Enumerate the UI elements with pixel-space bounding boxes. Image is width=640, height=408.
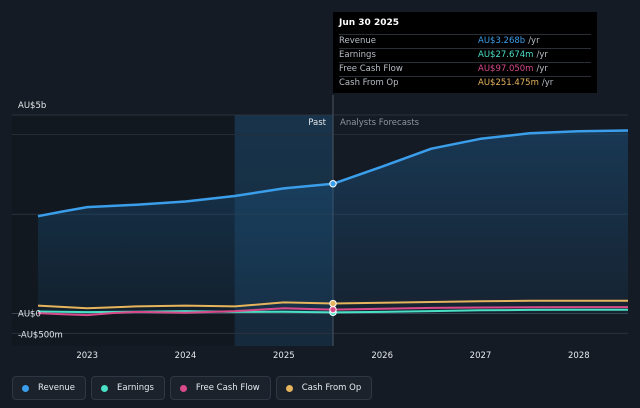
revenue-dot-icon (22, 384, 29, 392)
tooltip-value: AU$3.268b (478, 36, 526, 46)
y-axis-label: AU$0 (18, 310, 41, 320)
tooltip-value: AU$251.475m (478, 78, 539, 88)
legend-label: Cash From Op (301, 383, 362, 393)
free-cash-flow-marker (329, 305, 337, 314)
x-tick-label: 2026 (371, 351, 393, 361)
revenue-marker (329, 180, 337, 188)
tooltip-unit: /yr (536, 64, 548, 74)
legend-item-free-cash-flow[interactable]: Free Cash Flow (169, 376, 271, 400)
x-tick-label: 2024 (175, 351, 197, 361)
legend-item-cash-from-op[interactable]: Cash From Op (275, 376, 373, 400)
cash-from-op-dot-icon (285, 384, 293, 392)
legend: Revenue Earnings Free Cash Flow Cash Fro… (12, 376, 373, 400)
free-cash-flow-line (37, 306, 628, 317)
past-label: Past (308, 118, 326, 128)
forecast-label: Analysts Forecasts (340, 118, 420, 128)
tooltip-row-cash-from-op: Cash From Op AU$251.475m /yr (339, 76, 591, 90)
x-tick-label: 2027 (470, 351, 492, 361)
tooltip-row-revenue: Revenue AU$3.268b /yr (339, 34, 591, 48)
tooltip-unit: /yr (536, 50, 548, 60)
tooltip-label: Revenue (339, 36, 377, 46)
tooltip-unit: /yr (528, 36, 540, 46)
x-tick-label: 2025 (273, 351, 295, 361)
tooltip-row-free-cash-flow: Free Cash Flow AU$97.050m /yr (339, 62, 591, 76)
x-tick-label: 2028 (568, 351, 590, 361)
tooltip-label: Cash From Op (339, 78, 399, 88)
legend-label: Revenue (38, 383, 76, 393)
legend-label: Free Cash Flow (195, 383, 260, 393)
legend-item-earnings[interactable]: Earnings (91, 376, 165, 400)
earnings-dot-icon (101, 384, 109, 392)
tooltip-row-earnings: Earnings AU$27.674m /yr (339, 48, 591, 62)
tooltip-date: Jun 30 2025 (339, 18, 400, 28)
y-axis-label: AU$5b (18, 101, 46, 111)
legend-label: Earnings (117, 383, 154, 393)
legend-item-revenue[interactable]: Revenue (12, 376, 87, 400)
tooltip-label: Earnings (339, 50, 376, 60)
tooltip-unit: /yr (541, 78, 554, 88)
tooltip-value: AU$27.674m (478, 50, 534, 60)
cash-from-op-marker (329, 299, 337, 308)
free-cash-flow-dot-icon (179, 384, 187, 392)
revenue-line (37, 129, 629, 218)
tooltip-value: AU$97.050m (478, 64, 534, 74)
tooltip-label: Free Cash Flow (339, 64, 403, 74)
revenue-area (38, 130, 628, 314)
y-axis-label: -AU$500m (18, 330, 63, 340)
tooltip: Jun 30 2025 Revenue AU$3.268b /yr Earnin… (333, 12, 597, 93)
x-tick-label: 2023 (76, 351, 98, 361)
